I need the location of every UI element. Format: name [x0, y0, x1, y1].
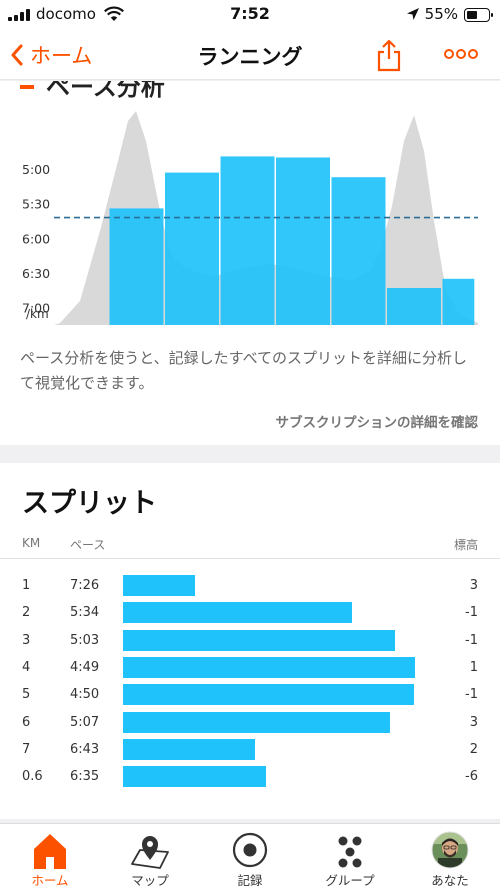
pace-analysis-chart: 5:00 5:30 6:00 6:30 7:00/km — [22, 111, 478, 325]
header-pace: ペース — [70, 538, 106, 552]
carrier-name: docomo — [36, 5, 96, 23]
split-row: 6 5:07 3 — [0, 710, 500, 737]
split-pace: 6:35 — [70, 769, 100, 785]
tab-home[interactable]: ホーム — [0, 824, 100, 889]
split-pace-bar — [123, 629, 395, 651]
pace-analysis-description: ペース分析を使うと、記録したすべてのスプリットを詳細に分析して視覚化できます。 — [20, 349, 468, 392]
tab-you[interactable]: あなた — [400, 824, 500, 889]
split-row: 7 6:43 2 — [0, 737, 500, 764]
section-marker-icon — [20, 85, 34, 89]
wifi-icon — [104, 6, 124, 21]
more-options-icon[interactable] — [443, 44, 479, 64]
tab-groups-label: グループ — [325, 873, 375, 888]
split-pace-bar — [123, 656, 415, 678]
split-pace-bar — [123, 711, 390, 733]
split-elevation: 3 — [469, 714, 478, 730]
split-pace-bar — [123, 575, 195, 596]
splits-title: スプリット — [22, 488, 157, 519]
chevron-left-icon — [11, 44, 23, 66]
clock: 7:52 — [230, 4, 270, 23]
split-elevation: -1 — [465, 687, 478, 703]
pace-bar-4 — [220, 156, 275, 325]
header-elevation: 標高 — [453, 538, 478, 552]
tab-map-label: マップ — [131, 873, 169, 888]
y-tick-label: 6:30 — [22, 266, 50, 281]
header-km: KM — [22, 536, 41, 550]
home-icon — [34, 834, 66, 869]
y-tick-label: 5:00 — [22, 162, 50, 177]
pace-bars — [109, 156, 475, 325]
back-button[interactable]: ホーム — [10, 38, 92, 72]
split-pace: 5:07 — [70, 714, 100, 730]
split-elevation: -1 — [465, 605, 478, 621]
split-elevation: 3 — [469, 578, 478, 593]
subscription-details-link[interactable]: サブスクリプションの詳細を確認 — [275, 415, 479, 431]
pace-bar-6 — [331, 177, 386, 325]
record-icon — [232, 832, 268, 868]
back-button-label: ホーム — [30, 44, 93, 68]
avatar-icon — [431, 831, 469, 869]
split-km: 3 — [22, 632, 31, 648]
cellular-signal-icon — [8, 9, 32, 21]
split-km: 4 — [22, 659, 31, 675]
split-row: 4 4:49 1 — [0, 655, 500, 682]
split-km: 1 — [22, 578, 31, 593]
tab-record-label: 記録 — [237, 873, 263, 888]
y-tick-label: 5:30 — [22, 197, 50, 212]
split-row: 1 7:26 3 — [0, 573, 500, 600]
split-row: 2 5:34 -1 — [0, 600, 500, 627]
y-tick-label: 7:00 — [22, 301, 50, 316]
split-km: 0.6 — [22, 769, 43, 785]
location-arrow-icon — [407, 8, 419, 20]
status-bar: docomo 7:52 55% — [0, 0, 500, 30]
tab-bar: ホーム マップ 記録 グループ — [0, 823, 500, 889]
map-icon — [131, 836, 169, 869]
split-pace-bar — [123, 766, 266, 788]
split-elevation: -1 — [465, 632, 478, 648]
split-km: 2 — [22, 605, 31, 621]
split-row: 5 4:50 -1 — [0, 682, 500, 709]
y-unit-label: /km — [26, 307, 49, 321]
groups-icon — [338, 836, 362, 868]
tab-groups[interactable]: グループ — [300, 824, 400, 889]
battery-icon — [464, 8, 493, 22]
split-pace-bar — [123, 602, 352, 624]
tab-you-label: あなた — [431, 873, 469, 888]
battery-percent: 55% — [424, 5, 458, 23]
split-pace-bar — [123, 738, 255, 760]
split-row: 0.6 6:35 -6 — [0, 764, 500, 791]
split-km: 5 — [22, 687, 31, 703]
split-elevation: 1 — [469, 659, 478, 675]
y-tick-label: 6:00 — [22, 231, 50, 246]
tab-map[interactable]: マップ — [100, 824, 200, 889]
pace-bar-2 — [109, 208, 164, 325]
header-divider — [0, 558, 500, 559]
split-pace: 7:26 — [70, 578, 100, 593]
split-elevation: -6 — [465, 769, 478, 785]
splits-card: スプリット KM ペース 標高 1 7:26 3 2 5:34 -1 3 5:03 -1 4 4:4… — [0, 463, 500, 819]
tab-home-label: ホーム — [31, 873, 69, 888]
pace-bar-3 — [165, 172, 219, 325]
split-pace: 5:34 — [70, 605, 100, 621]
pace-bar-5 — [276, 157, 330, 325]
split-row: 3 5:03 -1 — [0, 628, 500, 655]
share-icon[interactable] — [374, 38, 404, 72]
split-km: 7 — [22, 741, 31, 757]
tab-record[interactable]: 記録 — [200, 824, 300, 889]
split-elevation: 2 — [469, 741, 478, 757]
y-axis-ticks: 5:00 5:30 6:00 6:30 7:00/km — [22, 162, 50, 321]
split-pace: 4:50 — [70, 687, 100, 703]
pace-bar-7 — [387, 288, 441, 325]
split-pace: 4:49 — [70, 659, 100, 675]
split-pace-bar — [123, 684, 414, 706]
split-pace: 6:43 — [70, 741, 100, 757]
pace-analysis-title: ペース分析 — [46, 81, 165, 101]
pace-analysis-card: ペース分析 5:00 5:30 6:00 6:30 7:00/km ペース分析を使うと、… — [0, 81, 500, 445]
navigation-bar: ホーム ランニング — [0, 30, 500, 80]
split-pace: 5:03 — [70, 632, 100, 648]
split-km: 6 — [22, 714, 31, 730]
pace-bar-0.6 — [442, 278, 475, 325]
